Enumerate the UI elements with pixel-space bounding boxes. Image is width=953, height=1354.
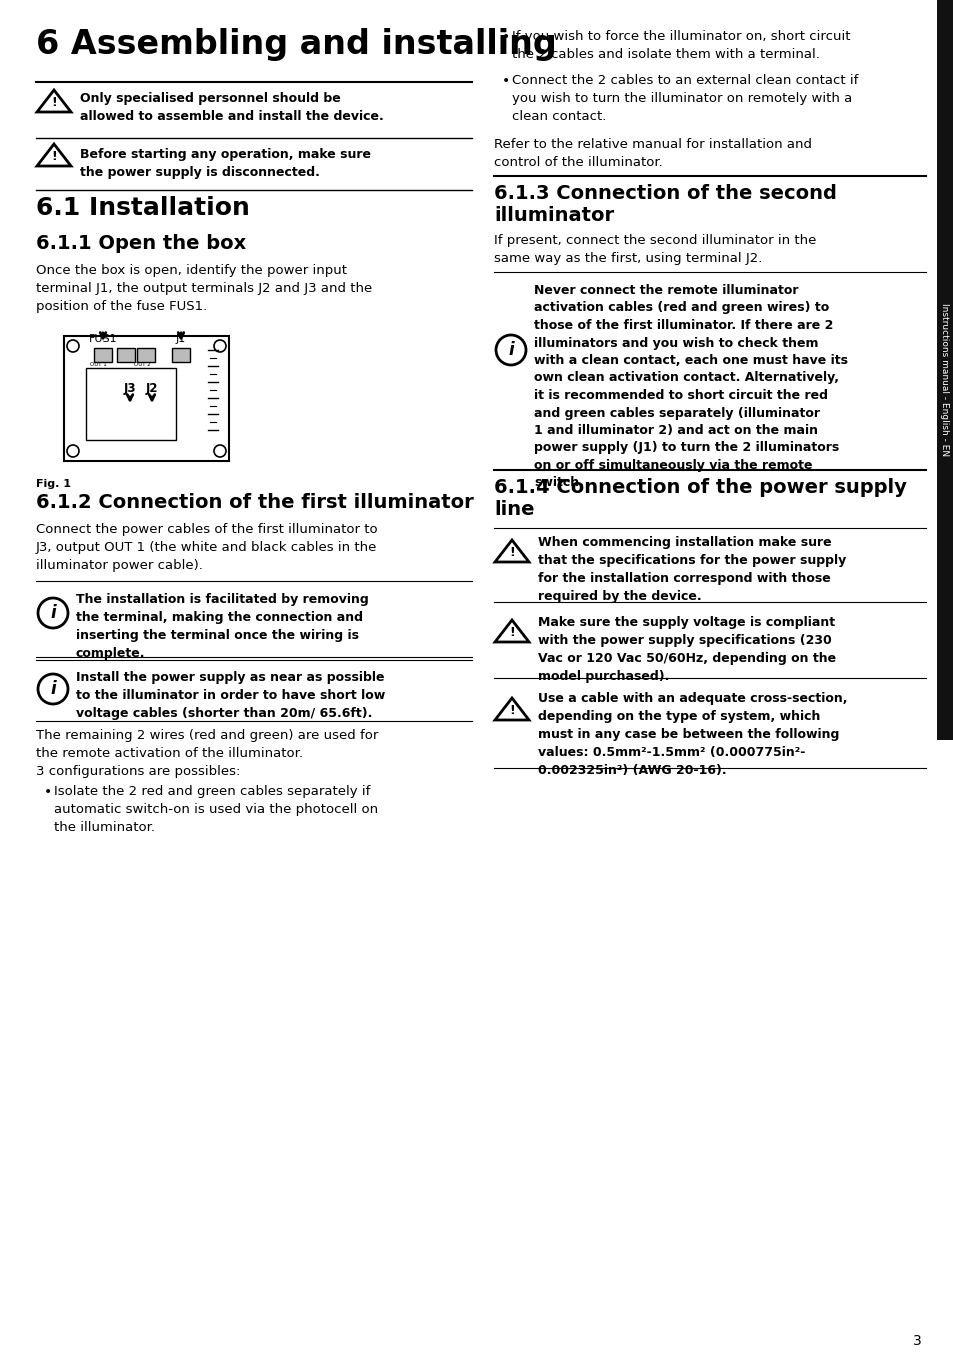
- Text: i: i: [51, 604, 56, 621]
- Text: FUS1: FUS1: [89, 334, 117, 344]
- Text: •: •: [501, 74, 510, 88]
- Text: J1: J1: [175, 334, 186, 344]
- Text: illuminator: illuminator: [494, 206, 614, 225]
- Bar: [936, 0, 953, 741]
- Text: 6.1.4 Connection of the power supply: 6.1.4 Connection of the power supply: [494, 478, 906, 497]
- Text: J3: J3: [124, 382, 136, 395]
- Text: i: i: [508, 341, 514, 359]
- Text: The installation is facilitated by removing
the terminal, making the connection : The installation is facilitated by remov…: [76, 593, 369, 659]
- Text: !: !: [51, 149, 57, 162]
- Text: OUT 1: OUT 1: [90, 362, 107, 367]
- Text: If you wish to force the illuminator on, short circuit
the 2 cables and isolate : If you wish to force the illuminator on,…: [512, 30, 850, 61]
- Text: 6.1.2 Connection of the first illuminator: 6.1.2 Connection of the first illuminato…: [36, 493, 474, 512]
- Text: When commencing installation make sure
that the specifications for the power sup: When commencing installation make sure t…: [537, 536, 845, 603]
- Text: OUT 2: OUT 2: [133, 362, 151, 367]
- Text: Fig. 1: Fig. 1: [36, 479, 71, 489]
- Bar: [137, 348, 154, 362]
- Text: The remaining 2 wires (red and green) are used for
the remote activation of the : The remaining 2 wires (red and green) ar…: [36, 728, 378, 760]
- Text: J2: J2: [146, 382, 158, 395]
- Text: Instructions manual - English - EN: Instructions manual - English - EN: [940, 303, 948, 456]
- Text: !: !: [509, 546, 515, 558]
- Text: !: !: [51, 96, 57, 108]
- Bar: [172, 348, 190, 362]
- Text: !: !: [509, 626, 515, 639]
- Text: 6.1.3 Connection of the second: 6.1.3 Connection of the second: [494, 184, 836, 203]
- Bar: [64, 336, 229, 460]
- Text: Refer to the relative manual for installation and
control of the illuminator.: Refer to the relative manual for install…: [494, 138, 811, 169]
- Text: 3 configurations are possibles:: 3 configurations are possibles:: [36, 765, 240, 779]
- Text: Install the power supply as near as possible
to the illuminator in order to have: Install the power supply as near as poss…: [76, 672, 385, 720]
- Bar: [94, 348, 112, 362]
- Text: Never connect the remote illuminator
activation cables (red and green wires) to
: Never connect the remote illuminator act…: [534, 284, 847, 490]
- Text: Before starting any operation, make sure
the power supply is disconnected.: Before starting any operation, make sure…: [80, 148, 371, 179]
- Text: Once the box is open, identify the power input
terminal J1, the output terminals: Once the box is open, identify the power…: [36, 264, 372, 313]
- Bar: [117, 348, 135, 362]
- Text: Only specialised personnel should be
allowed to assemble and install the device.: Only specialised personnel should be all…: [80, 92, 383, 123]
- Text: If present, connect the second illuminator in the
same way as the first, using t: If present, connect the second illuminat…: [494, 234, 816, 265]
- Text: line: line: [494, 500, 534, 519]
- Text: 6 Assembling and installing: 6 Assembling and installing: [36, 28, 557, 61]
- Text: !: !: [509, 704, 515, 716]
- Text: 6.1 Installation: 6.1 Installation: [36, 196, 250, 219]
- Text: •: •: [44, 785, 52, 799]
- Text: Isolate the 2 red and green cables separately if
automatic switch-on is used via: Isolate the 2 red and green cables separ…: [54, 785, 377, 834]
- Text: •: •: [501, 30, 510, 43]
- Text: 3: 3: [912, 1334, 921, 1349]
- Text: Connect the power cables of the first illuminator to
J3, output OUT 1 (the white: Connect the power cables of the first il…: [36, 523, 377, 571]
- Text: Connect the 2 cables to an external clean contact if
you wish to turn the illumi: Connect the 2 cables to an external clea…: [512, 74, 858, 123]
- Text: i: i: [51, 680, 56, 699]
- Bar: [86, 368, 175, 440]
- Text: Make sure the supply voltage is compliant
with the power supply specifications (: Make sure the supply voltage is complian…: [537, 616, 835, 682]
- Text: 6.1.1 Open the box: 6.1.1 Open the box: [36, 234, 246, 253]
- Text: Use a cable with an adequate cross-section,
depending on the type of system, whi: Use a cable with an adequate cross-secti…: [537, 692, 846, 777]
